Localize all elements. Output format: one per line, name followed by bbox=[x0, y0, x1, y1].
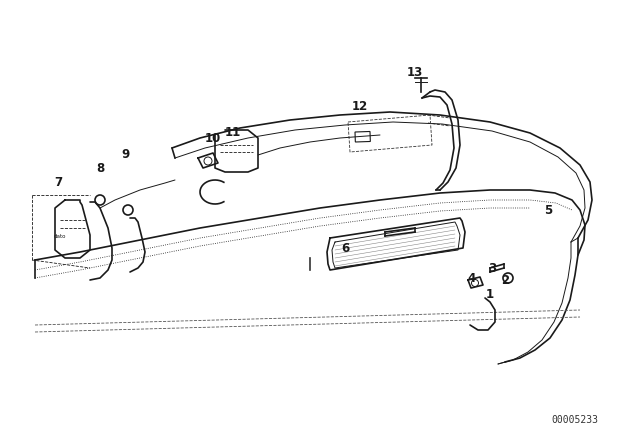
Text: 1: 1 bbox=[486, 289, 494, 302]
Text: 10: 10 bbox=[205, 132, 221, 145]
Text: 00005233: 00005233 bbox=[552, 415, 598, 425]
Text: 5: 5 bbox=[544, 203, 552, 216]
Text: 4: 4 bbox=[468, 271, 476, 284]
Text: dato: dato bbox=[54, 234, 67, 239]
Text: 12: 12 bbox=[352, 100, 368, 113]
Text: 11: 11 bbox=[225, 126, 241, 139]
Bar bbox=[355, 131, 371, 142]
Text: 3: 3 bbox=[488, 262, 496, 275]
Text: 7: 7 bbox=[54, 177, 62, 190]
Text: 13: 13 bbox=[407, 65, 423, 78]
Text: 6: 6 bbox=[341, 241, 349, 254]
Text: 8: 8 bbox=[96, 161, 104, 175]
Text: 9: 9 bbox=[121, 148, 129, 161]
Text: 2: 2 bbox=[501, 273, 509, 287]
